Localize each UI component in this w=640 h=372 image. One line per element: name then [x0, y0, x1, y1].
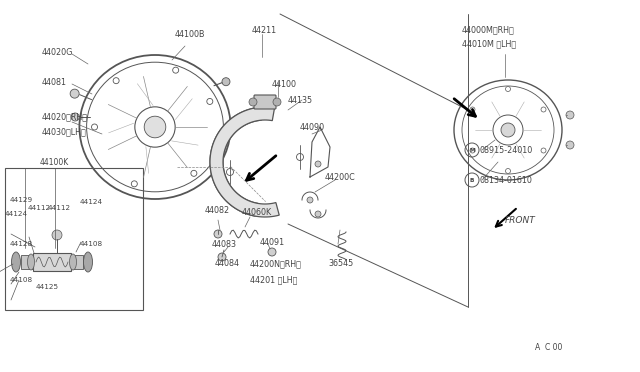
Text: 44128: 44128 — [10, 241, 33, 247]
Text: 44100: 44100 — [272, 80, 297, 89]
Text: 44200C: 44200C — [325, 173, 356, 182]
Ellipse shape — [70, 254, 77, 270]
Circle shape — [566, 141, 574, 149]
Text: 44108: 44108 — [80, 241, 103, 247]
Text: B: B — [470, 177, 474, 183]
Text: 44010M 〈LH〉: 44010M 〈LH〉 — [462, 39, 516, 48]
Circle shape — [249, 98, 257, 106]
Circle shape — [506, 87, 511, 92]
Circle shape — [222, 78, 230, 86]
Bar — [71, 255, 83, 269]
Circle shape — [71, 113, 79, 121]
Text: 44083: 44083 — [212, 240, 237, 248]
Polygon shape — [210, 107, 261, 216]
Text: 44000M〈RH〉: 44000M〈RH〉 — [462, 26, 515, 35]
Circle shape — [215, 158, 218, 161]
Circle shape — [268, 248, 276, 256]
Text: 44108: 44108 — [10, 277, 33, 283]
Text: A  C 00: A C 00 — [535, 343, 563, 352]
Text: FRONT: FRONT — [505, 215, 536, 224]
Text: 44020G: 44020G — [42, 48, 74, 57]
Circle shape — [173, 67, 179, 73]
Text: 44211: 44211 — [252, 26, 277, 35]
Text: 44124: 44124 — [5, 211, 28, 217]
Circle shape — [470, 107, 475, 112]
Circle shape — [296, 154, 303, 160]
Circle shape — [92, 124, 97, 130]
Circle shape — [501, 123, 515, 137]
Circle shape — [315, 211, 321, 217]
Circle shape — [218, 253, 226, 261]
Circle shape — [247, 115, 250, 118]
Text: 44091: 44091 — [260, 237, 285, 247]
Circle shape — [225, 132, 227, 135]
Circle shape — [273, 98, 281, 106]
Circle shape — [207, 99, 213, 105]
Text: 44090: 44090 — [300, 122, 325, 131]
Circle shape — [243, 205, 246, 208]
Text: 44112: 44112 — [48, 205, 71, 211]
Circle shape — [70, 89, 79, 98]
Text: 44201 〈LH〉: 44201 〈LH〉 — [250, 276, 298, 285]
Circle shape — [541, 148, 546, 153]
Text: 44081: 44081 — [42, 77, 67, 87]
Text: 44200N〈RH〉: 44200N〈RH〉 — [250, 260, 302, 269]
Circle shape — [214, 230, 222, 238]
Circle shape — [52, 230, 62, 240]
Text: M: M — [469, 148, 475, 153]
Text: 44020〈RH〉: 44020〈RH〉 — [42, 112, 88, 122]
Bar — [33, 253, 71, 271]
Circle shape — [470, 148, 475, 153]
FancyBboxPatch shape — [254, 95, 276, 109]
Ellipse shape — [83, 252, 93, 272]
Circle shape — [315, 161, 321, 167]
Text: 44112: 44112 — [28, 205, 51, 211]
Circle shape — [307, 197, 313, 203]
Text: 44082: 44082 — [205, 205, 230, 215]
Text: 44030〈LH〉: 44030〈LH〉 — [42, 128, 87, 137]
Circle shape — [131, 181, 138, 187]
Text: 44135: 44135 — [288, 96, 313, 105]
Text: 44084: 44084 — [215, 260, 240, 269]
Circle shape — [222, 186, 225, 189]
Circle shape — [113, 78, 119, 84]
Text: 44129: 44129 — [10, 197, 33, 203]
Circle shape — [227, 169, 234, 176]
Text: 44124: 44124 — [80, 199, 103, 205]
Text: 44100B: 44100B — [175, 29, 205, 38]
Ellipse shape — [28, 254, 35, 270]
Circle shape — [566, 111, 574, 119]
Text: 44125: 44125 — [36, 284, 59, 290]
Bar — [21, 255, 33, 269]
Circle shape — [506, 169, 511, 173]
Circle shape — [144, 116, 166, 138]
Text: 08134-01610: 08134-01610 — [480, 176, 533, 185]
Text: 44060K: 44060K — [242, 208, 272, 217]
Circle shape — [541, 107, 546, 112]
Text: 08915-24010: 08915-24010 — [480, 145, 533, 154]
Text: 36545: 36545 — [328, 260, 353, 269]
Polygon shape — [210, 107, 279, 217]
Bar — [5, 168, 143, 310]
Text: 44100K: 44100K — [40, 157, 69, 167]
Ellipse shape — [12, 252, 20, 272]
Circle shape — [191, 170, 197, 176]
